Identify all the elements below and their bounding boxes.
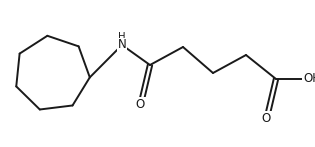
Text: N: N: [117, 39, 126, 51]
Text: O: O: [135, 97, 145, 111]
Text: O: O: [261, 112, 271, 125]
Text: H: H: [118, 31, 126, 41]
Text: OH: OH: [303, 72, 315, 86]
